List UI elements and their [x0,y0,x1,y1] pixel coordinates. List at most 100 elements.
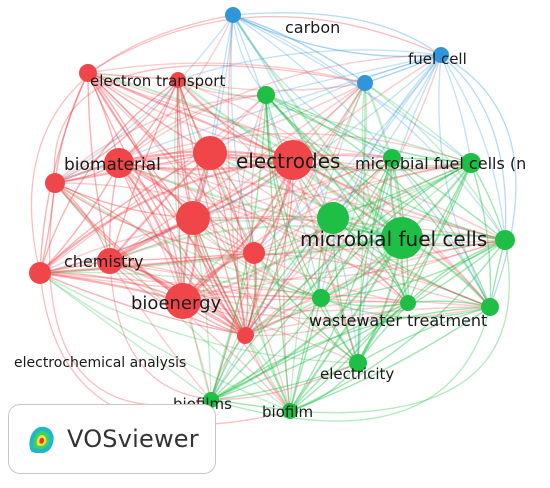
link-edge [210,157,393,401]
link-edge [332,217,359,364]
link-edge [209,152,322,299]
node-label-chemistry[interactable]: chemistry [64,252,143,271]
link-edge [109,260,322,301]
link-edge [244,159,294,337]
link-edge [232,14,393,159]
link-edge [357,157,393,364]
node-bioenergy[interactable] [165,283,201,319]
link-edge [357,239,506,364]
link-edge [209,54,442,154]
link-edge [39,236,403,275]
node-label-wastewater-treatment[interactable]: wastewater treatment [309,311,487,330]
link-edge [39,272,291,412]
link-edge [289,217,334,412]
link-edge [109,260,409,312]
node[interactable] [383,149,401,167]
link-edge [265,94,506,241]
node[interactable] [193,136,227,170]
node-electron-transport[interactable] [79,64,97,82]
node-electrodes[interactable] [273,140,313,180]
node[interactable] [400,295,416,311]
link-edge [182,300,491,321]
link-edge [192,217,291,412]
link-edge [244,82,366,337]
link-edge [289,157,393,412]
node[interactable] [243,242,265,264]
link-edge [39,79,179,274]
node-microbial-fuel-cells-n[interactable] [461,153,481,173]
link-edge [438,54,491,308]
link-edge [192,217,409,304]
link-edge [320,54,442,299]
link-edge [39,272,247,336]
link-edge [320,162,472,299]
node-label-electron-transport[interactable]: electron transport [90,72,225,90]
link-edge [245,54,442,336]
link-edge [87,72,194,219]
link-edge [265,94,393,159]
link-edge [209,152,403,240]
link-edge [182,162,472,302]
link-edge [253,252,491,308]
link-edge [54,182,184,302]
link-edge [407,162,472,304]
node-carbon[interactable] [225,7,241,23]
node-label-microbial-fuel-cells[interactable]: microbial fuel cells [300,227,487,251]
node[interactable] [317,202,349,234]
link-edge [39,217,194,274]
node-chemistry[interactable] [97,248,123,274]
node-microbial-fuel-cells[interactable] [381,217,423,259]
node-label-electrochemical-analysis[interactable]: electrochemical analysis [14,355,186,371]
link-edge [54,182,322,299]
link-edge [361,82,409,304]
link-edge [265,54,442,96]
node[interactable] [357,75,373,91]
node-biomaterial[interactable] [104,148,134,178]
link-edge [210,306,491,422]
node[interactable] [481,298,499,316]
link-edge [244,302,409,337]
link-edge [245,300,409,336]
node-fuel-cell[interactable] [433,47,449,63]
node[interactable] [176,201,210,235]
link-edge [440,54,472,164]
link-edge [54,150,294,185]
link-edge [265,94,322,299]
link-edge [182,157,393,302]
node-label-biomaterial[interactable]: biomaterial [64,155,161,175]
link-edge [54,72,89,184]
node[interactable] [45,173,65,193]
link-edge [357,162,472,364]
node-label-fuel-cell[interactable]: fuel cell [408,50,467,68]
node[interactable] [29,262,51,284]
node-label-electricity[interactable]: electricity [320,365,394,383]
node[interactable] [495,230,515,250]
link-edge [54,79,179,184]
link-edge [109,162,472,262]
link-edge [118,14,234,164]
node-electricity[interactable] [349,354,367,372]
node-label-bioenergy[interactable]: bioenergy [131,293,222,314]
link-edge [39,252,255,274]
node-label-biofilm[interactable]: biofilm [262,403,313,421]
link-edge [232,14,442,58]
link-edge [118,162,506,241]
link-edge [182,159,295,302]
node-label-microbial-fuel-cells-n[interactable]: microbial fuel cells (n [355,154,526,173]
link-edge [320,239,506,299]
link-edge [177,79,409,304]
node[interactable] [170,72,186,88]
link-edge [87,72,246,337]
node-biofilm[interactable] [282,403,298,419]
link-edge [232,14,472,164]
node[interactable] [257,86,275,104]
link-edge [364,82,472,164]
node-wastewater-treatment[interactable] [312,289,330,307]
node[interactable] [237,328,253,344]
link-edge [232,14,491,308]
link-edge [87,72,179,81]
node-label-electrodes[interactable]: electrodes [236,149,340,173]
node-label-carbon[interactable]: carbon [285,18,340,37]
